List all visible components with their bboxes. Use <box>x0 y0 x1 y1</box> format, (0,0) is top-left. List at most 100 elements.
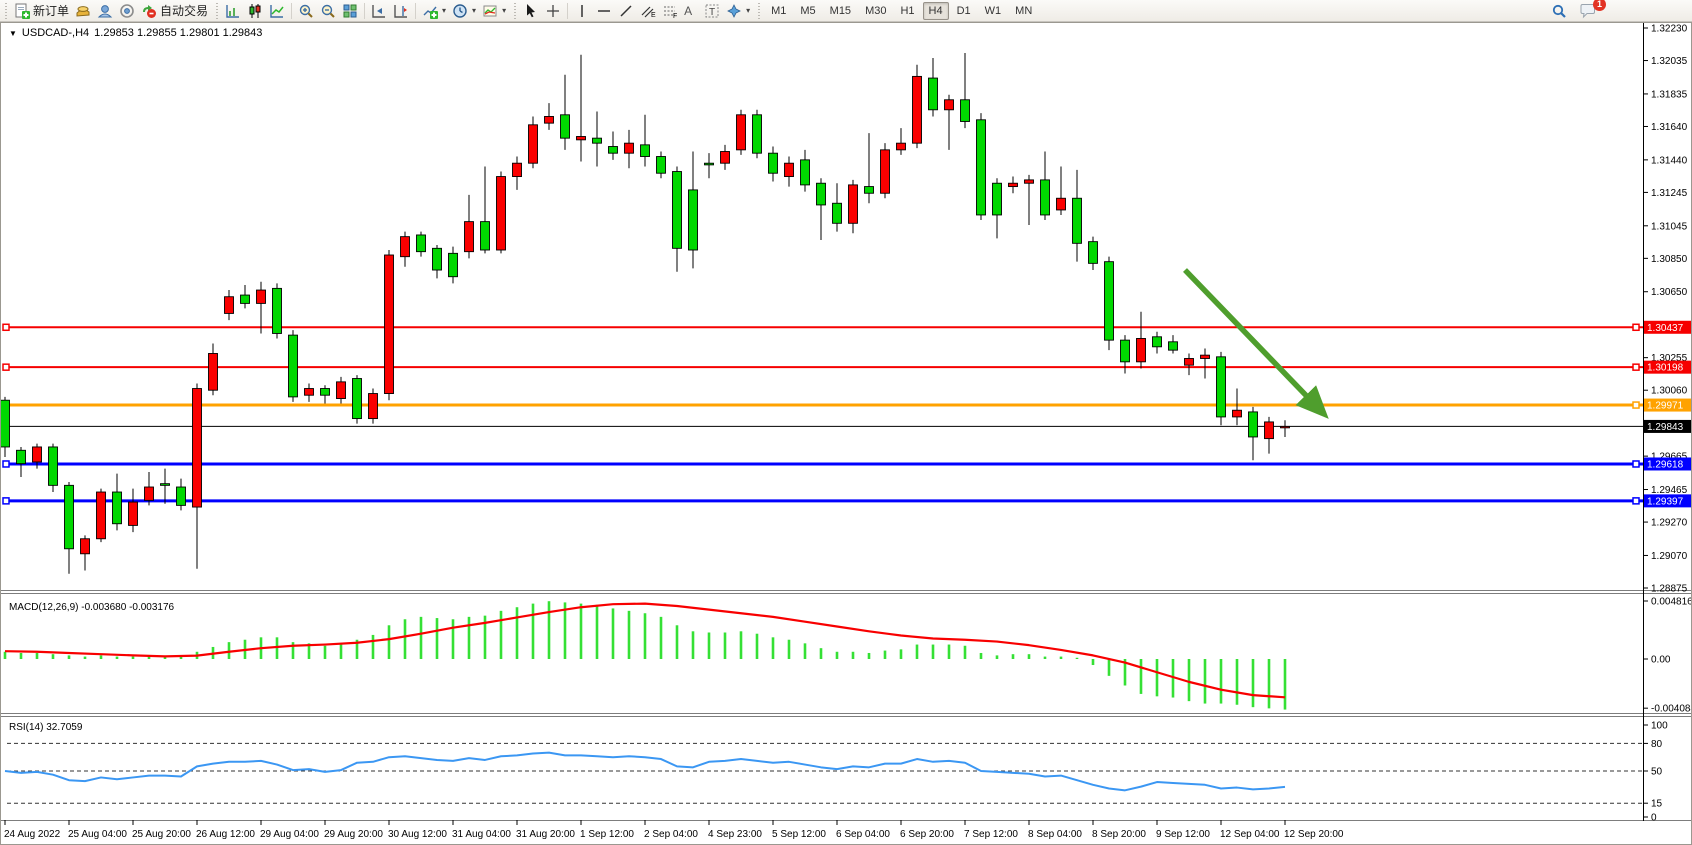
candle <box>944 94 954 150</box>
cursor-tool-button[interactable] <box>520 1 542 21</box>
hline-1.30198[interactable] <box>2 363 1643 371</box>
candle-body <box>96 491 106 540</box>
zoom-out-button[interactable] <box>317 1 339 21</box>
chart-canvas[interactable]: 1.32230 1.32035 1.31835 1.31640 1.31440 1.312… <box>1 23 1691 844</box>
market-watch-button[interactable] <box>72 1 94 21</box>
hline-1.29618[interactable] <box>2 460 1643 468</box>
templates-button[interactable]: ▾ <box>479 1 509 21</box>
candle-body <box>368 393 378 420</box>
candle <box>1056 166 1066 215</box>
timeframe-button-m15[interactable]: M15 <box>829 4 852 17</box>
timeframe-button-mn[interactable]: MN <box>1015 4 1033 17</box>
autotrading-button[interactable]: 自动交易 <box>138 1 211 21</box>
hline-left-handle[interactable] <box>2 497 10 505</box>
trendline-tool-button[interactable] <box>615 1 637 21</box>
price-axis[interactable]: 1.32230 1.32035 1.31835 1.31640 1.31440 1.312… <box>1643 24 1688 595</box>
timeframe-button-m5[interactable]: M5 <box>800 4 816 17</box>
candle <box>160 468 170 504</box>
equidistant-channel-tool-button[interactable]: E <box>637 1 659 21</box>
candle <box>1104 256 1114 351</box>
candle <box>1280 420 1290 437</box>
hline-left-handle[interactable] <box>2 460 10 468</box>
price-line-label-1.29618: 1.29618 <box>1644 457 1691 471</box>
hline-1.29971[interactable] <box>2 401 1643 409</box>
chart-dropdown-icon[interactable]: ▼ <box>9 28 17 38</box>
candle-body <box>576 136 586 141</box>
candle-body <box>416 234 426 253</box>
candle <box>384 249 394 401</box>
hline-right-handle[interactable] <box>1632 460 1640 468</box>
fibonacci-tool-button[interactable]: F <box>659 1 681 21</box>
hline-right-handle[interactable] <box>1632 323 1640 332</box>
tile-windows-icon <box>342 3 358 19</box>
text-tool-button[interactable]: A <box>681 1 701 21</box>
crosshair-tool-button[interactable] <box>542 1 564 21</box>
time-tick-label: 1 Sep 12:00 <box>580 829 634 840</box>
auto-scroll-button[interactable] <box>368 1 390 21</box>
timeframe-button-w1[interactable]: W1 <box>984 4 1002 17</box>
time-tick-label: 2 Sep 04:00 <box>644 829 698 840</box>
candle <box>912 64 922 149</box>
zoom-out-icon <box>320 3 336 19</box>
candle-body <box>624 142 634 154</box>
candle-body <box>1200 354 1210 359</box>
arrows-tool-button[interactable]: ▾ <box>723 1 753 21</box>
data-window-button[interactable] <box>94 1 116 21</box>
trend-arrow[interactable] <box>1183 268 1329 419</box>
trendline-icon <box>618 3 634 19</box>
candle <box>880 143 890 199</box>
candle-body <box>736 114 746 151</box>
price-tick-label: 1.30850 <box>1651 254 1688 265</box>
candle-body <box>304 388 314 396</box>
candle-body <box>1152 336 1162 348</box>
candle <box>656 151 666 179</box>
toolbar-right-group: 1 <box>1548 0 1606 21</box>
tile-windows-button[interactable] <box>339 1 361 21</box>
candle <box>560 74 570 150</box>
rsi-pane[interactable]: 100 80 50 15 0 <box>4 721 1668 824</box>
timeframe-button-m1[interactable]: M1 <box>771 4 787 17</box>
candlestick-icon <box>247 3 263 19</box>
timeframe-button-h4[interactable]: H4 <box>922 1 949 20</box>
hline-1.29397[interactable] <box>2 497 1643 505</box>
hline-right-handle[interactable] <box>1632 401 1640 409</box>
candle <box>736 109 746 155</box>
macd-pane[interactable]: 0.004816 0.00 -0.004084 <box>3 597 1691 715</box>
text-label-tool-button[interactable]: T <box>701 1 723 21</box>
chart-frame <box>1 23 1691 821</box>
time-tick-label: 29 Aug 20:00 <box>324 829 383 840</box>
candlestick-mode-button[interactable] <box>244 1 266 21</box>
price-tick-label: 1.30650 <box>1651 287 1688 298</box>
time-axis[interactable]: 24 Aug 2022 25 Aug 04:00 25 Aug 20:00 26 Au… <box>4 820 1344 840</box>
time-tick-label: 25 Aug 04:00 <box>68 829 127 840</box>
candle <box>816 178 826 240</box>
candle-body <box>992 182 1002 216</box>
hline-left-handle[interactable] <box>2 363 10 371</box>
macd-axis-label: -0.004084 <box>1651 704 1691 715</box>
hline-1.30437[interactable] <box>2 323 1643 332</box>
bar-chart-mode-button[interactable] <box>222 1 244 21</box>
signals-button[interactable] <box>116 1 138 21</box>
hline-right-handle[interactable] <box>1632 497 1640 505</box>
horizontal-line-icon <box>596 3 612 19</box>
candle-body <box>560 114 570 139</box>
horizontal-line-tool-button[interactable] <box>593 1 615 21</box>
zoom-in-button[interactable] <box>295 1 317 21</box>
candle-body <box>256 289 266 304</box>
vertical-line-tool-button[interactable] <box>571 1 593 21</box>
notifications-button[interactable]: 1 <box>1576 0 1606 21</box>
hline-left-handle[interactable] <box>2 323 10 332</box>
new-order-button[interactable]: 新订单 <box>11 1 72 21</box>
search-button[interactable] <box>1548 1 1570 21</box>
timeframe-button-d1[interactable]: D1 <box>956 4 971 17</box>
hline-right-handle[interactable] <box>1632 363 1640 371</box>
indicators-button[interactable]: ▾ <box>419 1 449 21</box>
timeframe-button-h1[interactable]: H1 <box>900 4 915 17</box>
line-chart-mode-button[interactable] <box>266 1 288 21</box>
candle <box>176 478 186 511</box>
candle-body <box>176 486 186 506</box>
signals-icon <box>119 3 135 19</box>
periods-button[interactable]: ▾ <box>449 1 479 21</box>
chart-shift-button[interactable] <box>390 1 412 21</box>
timeframe-button-m30[interactable]: M30 <box>865 4 887 17</box>
